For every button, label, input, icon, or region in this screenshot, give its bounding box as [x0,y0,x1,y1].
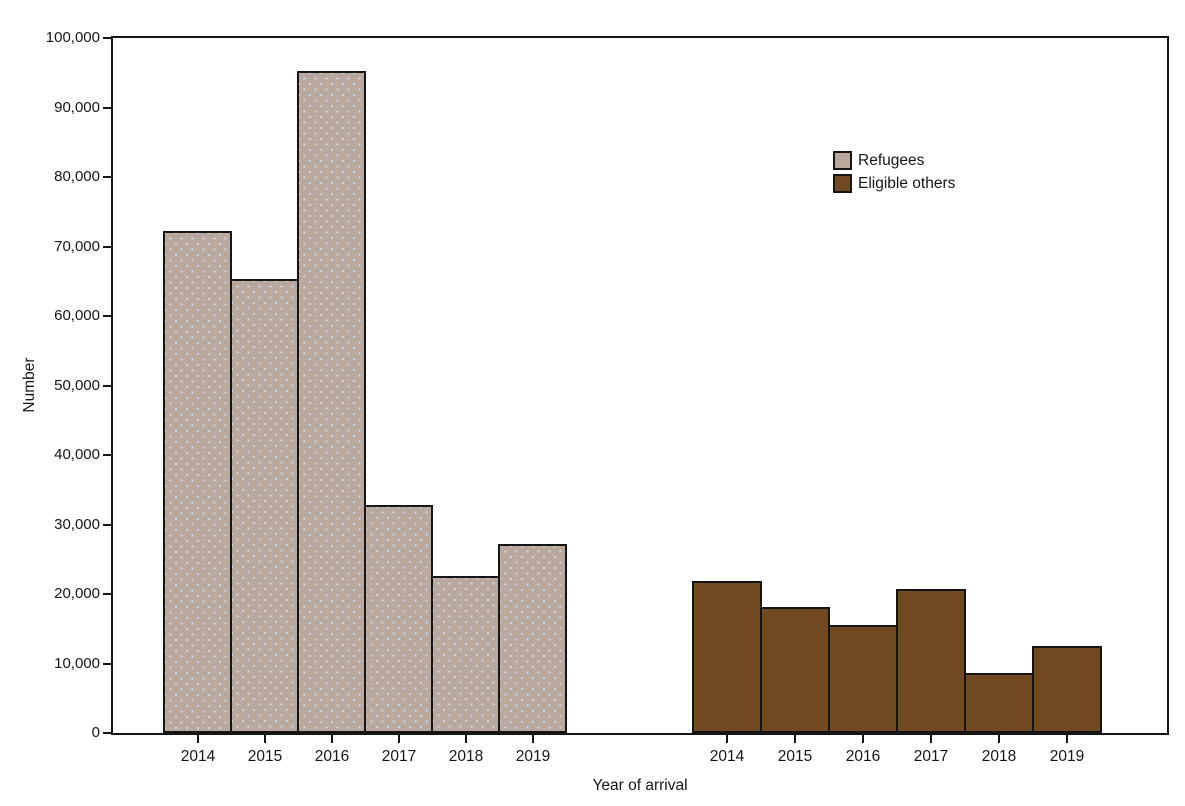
bar-refugees-2014 [163,231,232,733]
bar-eligible-others-2019 [1032,646,1102,733]
x-tick [862,735,864,743]
y-tick-label: 60,000 [54,307,100,324]
x-tick [1066,735,1068,743]
x-tick [532,735,534,743]
bar-eligible-others-2014 [692,581,762,733]
x-tick-label: 2016 [314,748,350,765]
eligible-others-swatch [833,174,852,193]
y-tick [103,732,111,734]
y-tick-label: 20,000 [54,585,100,602]
x-tick [998,735,1000,743]
x-tick-label: 2018 [981,748,1017,765]
y-tick [103,315,111,317]
y-tick-label: 40,000 [54,446,100,463]
legend-label-eligible-others: Eligible others [858,175,956,192]
x-tick-label: 2019 [515,748,551,765]
x-tick [264,735,266,743]
x-tick-label: 2015 [777,748,813,765]
x-tick [794,735,796,743]
x-tick [398,735,400,743]
y-tick [103,245,111,248]
x-tick-label: 2014 [709,748,745,765]
y-tick [103,523,111,526]
y-tick-label: 70,000 [54,237,100,255]
bar-eligible-others-2017 [896,589,966,733]
x-tick [331,735,333,743]
x-axis-title: Year of arrival [592,777,688,794]
y-tick-label: 0 [91,724,100,741]
y-axis-title: Number [21,357,38,413]
y-tick [103,176,111,178]
y-tick [103,37,111,39]
y-tick-label: 50,000 [54,376,100,394]
y-tick-label: 30,000 [54,515,100,533]
bar-eligible-others-2016 [828,625,898,733]
y-tick-label: 10,000 [54,654,100,672]
legend: Refugees Eligible others [833,151,955,197]
x-tick-label: 2014 [180,748,216,765]
plot-area: 0 10,000 20,000 30,000 40,000 50,000 60,000 70,… [46,29,1169,765]
x-tick [197,735,199,743]
y-tick-label: 100,000 [45,29,100,46]
x-tick [726,735,728,743]
bar-refugees-2019 [498,544,567,733]
y-tick [103,106,111,109]
x-tick-label: 2017 [381,748,417,765]
y-tick [103,384,111,387]
bar-refugees-2016 [297,71,366,733]
y-tick [103,662,111,665]
x-tick-label: 2019 [1049,748,1085,765]
x-tick [930,735,932,743]
bar-refugees-2018 [431,576,500,733]
bar-eligible-others-2015 [760,607,830,733]
legend-item-refugees: Refugees [833,151,955,170]
x-tick-label: 2018 [448,748,484,765]
x-tick-label: 2015 [247,748,283,765]
legend-label-refugees: Refugees [858,152,925,169]
y-tick [103,593,111,595]
refugees-swatch [833,151,852,170]
y-tick-label: 80,000 [54,168,100,185]
legend-item-eligible-others: Eligible others [833,174,955,193]
x-tick-label: 2017 [913,748,949,765]
bar-refugees-2017 [364,505,433,733]
bar-eligible-others-2018 [964,673,1034,733]
x-tick-label: 2016 [845,748,881,765]
y-tick-label: 90,000 [54,98,100,116]
y-tick [103,454,111,456]
x-tick [465,735,467,743]
bar-refugees-2015 [230,279,299,733]
